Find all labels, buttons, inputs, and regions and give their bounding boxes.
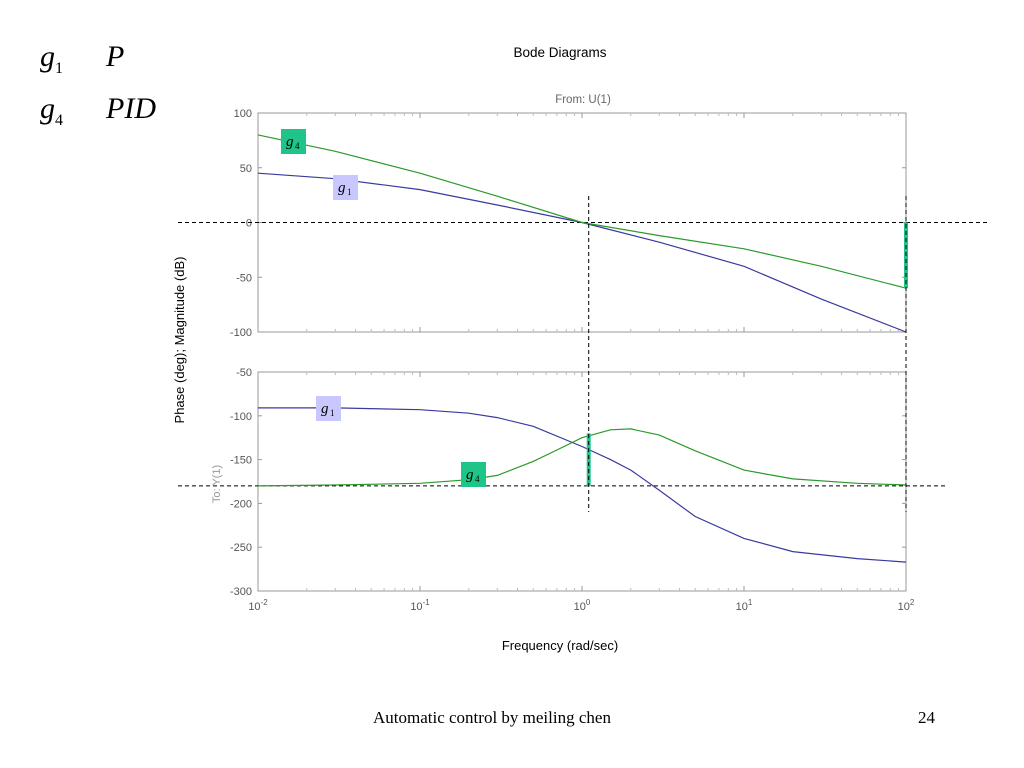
series-line-phase-g4 <box>257 428 907 487</box>
y-tick-label: -150 <box>230 455 252 467</box>
series-label-tag <box>333 175 358 200</box>
y-axis-sublabel: To: Y(1) <box>211 465 223 503</box>
legend-item-g4: g4 PID <box>40 92 156 130</box>
series-label-subscript: 1 <box>347 187 352 197</box>
x-tick-label: 102 <box>898 598 915 613</box>
y-tick-label: 100 <box>234 108 252 120</box>
series-label-text: g <box>286 134 294 150</box>
legend-subscript: 1 <box>55 60 63 77</box>
series-label-text: g <box>338 180 346 196</box>
y-tick-label: -200 <box>230 498 252 510</box>
chart-subtitle: From: U(1) <box>555 94 611 106</box>
y-tick-label: -50 <box>236 272 252 284</box>
y-tick-label: -300 <box>230 586 252 598</box>
chart-title: Bode Diagrams <box>513 45 606 60</box>
y-tick-label: -50 <box>236 367 252 379</box>
series-line-magnitude-g4 <box>257 134 907 289</box>
x-axis-label: Frequency (rad/sec) <box>502 638 618 653</box>
series-label-subscript: 4 <box>295 141 300 151</box>
legend-symbol: g <box>40 92 55 125</box>
legend-description: PID <box>106 92 156 125</box>
series-label-subscript: 4 <box>475 474 480 484</box>
series-label-subscript: 1 <box>330 408 335 418</box>
series-label-text: g <box>466 467 474 483</box>
series-line-phase-g1 <box>258 407 907 563</box>
series-label-tag <box>461 462 486 487</box>
series-label-tag <box>281 129 306 154</box>
legend-description: P <box>106 40 125 73</box>
y-axis-label: Phase (deg); Magnitude (dB) <box>172 257 187 424</box>
y-tick-label: 50 <box>240 163 252 175</box>
legend-subscript: 4 <box>55 112 63 129</box>
y-tick-label: -250 <box>230 542 252 554</box>
x-tick-label: 10-2 <box>248 598 268 613</box>
y-tick-label: -100 <box>230 327 252 339</box>
x-tick-label: 101 <box>736 598 753 613</box>
y-tick-label: 0 <box>246 218 252 230</box>
y-tick-label: -100 <box>230 411 252 423</box>
series-label-text: g <box>321 401 329 417</box>
x-tick-label: 100 <box>574 598 591 613</box>
legend-item-g1: g1 P <box>40 40 124 78</box>
series-label-tag <box>316 396 341 421</box>
legend-symbol: g <box>40 40 55 73</box>
page-number: 24 <box>918 708 935 727</box>
footer-text: Automatic control by meiling chen <box>373 708 611 727</box>
x-tick-label: 10-1 <box>410 598 430 613</box>
axes-box-phase <box>257 371 907 592</box>
